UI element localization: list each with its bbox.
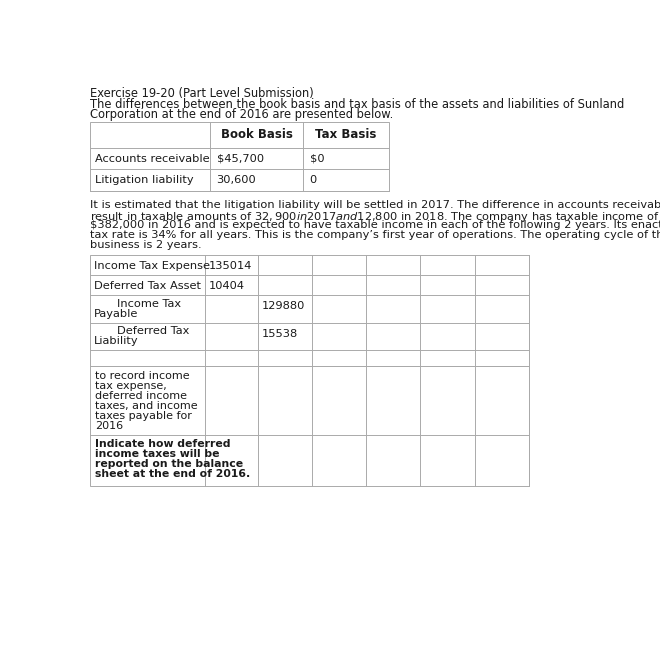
Text: Indicate how deferred: Indicate how deferred bbox=[95, 439, 230, 449]
Text: taxes, and income: taxes, and income bbox=[95, 401, 197, 411]
Text: 10404: 10404 bbox=[209, 281, 245, 291]
Text: $382,000 in 2016 and is expected to have taxable income in each of the following: $382,000 in 2016 and is expected to have… bbox=[90, 220, 660, 230]
Text: Litigation liability: Litigation liability bbox=[95, 176, 193, 185]
Text: $0: $0 bbox=[310, 154, 324, 164]
Text: Deferred Tax Asset: Deferred Tax Asset bbox=[94, 281, 201, 291]
Text: Book Basis: Book Basis bbox=[221, 128, 293, 141]
Text: The differences between the book basis and tax basis of the assets and liabiliti: The differences between the book basis a… bbox=[90, 98, 624, 112]
Text: Payable: Payable bbox=[94, 309, 139, 319]
Bar bbox=[90, 366, 529, 486]
Text: 135014: 135014 bbox=[209, 261, 252, 271]
Text: Income Tax Expense: Income Tax Expense bbox=[94, 261, 210, 271]
Text: 2016: 2016 bbox=[95, 421, 123, 431]
Text: Income Tax: Income Tax bbox=[117, 299, 182, 309]
Text: tax rate is 34% for all years. This is the company’s first year of operations. T: tax rate is 34% for all years. This is t… bbox=[90, 230, 660, 240]
Text: Exercise 19-20 (Part Level Submission): Exercise 19-20 (Part Level Submission) bbox=[90, 87, 314, 100]
Text: tax expense,: tax expense, bbox=[95, 381, 166, 391]
Text: reported on the balance: reported on the balance bbox=[95, 459, 243, 469]
Text: 30,600: 30,600 bbox=[216, 176, 256, 185]
Text: taxes payable for: taxes payable for bbox=[95, 411, 192, 421]
Text: 0: 0 bbox=[310, 176, 317, 185]
Text: Corporation at the end of 2016 are presented below.: Corporation at the end of 2016 are prese… bbox=[90, 108, 393, 121]
Text: 129880: 129880 bbox=[261, 301, 305, 311]
Text: deferred income: deferred income bbox=[95, 391, 187, 401]
Text: Liability: Liability bbox=[94, 337, 139, 347]
Text: sheet at the end of 2016.: sheet at the end of 2016. bbox=[95, 469, 250, 478]
Text: Tax Basis: Tax Basis bbox=[315, 128, 377, 141]
Text: 15538: 15538 bbox=[261, 329, 298, 339]
Bar bbox=[90, 255, 529, 366]
Text: to record income: to record income bbox=[95, 371, 189, 381]
Text: Deferred Tax: Deferred Tax bbox=[117, 327, 190, 337]
Text: It is estimated that the litigation liability will be settled in 2017. The diffe: It is estimated that the litigation liab… bbox=[90, 200, 660, 210]
Bar bbox=[90, 121, 389, 191]
Text: business is 2 years.: business is 2 years. bbox=[90, 240, 202, 250]
Text: $45,700: $45,700 bbox=[216, 154, 264, 164]
Text: income taxes will be: income taxes will be bbox=[95, 449, 219, 459]
Text: result in taxable amounts of $32,900 in 2017 and $12,800 in 2018. The company ha: result in taxable amounts of $32,900 in … bbox=[90, 210, 660, 224]
Text: Accounts receivable: Accounts receivable bbox=[95, 154, 209, 164]
